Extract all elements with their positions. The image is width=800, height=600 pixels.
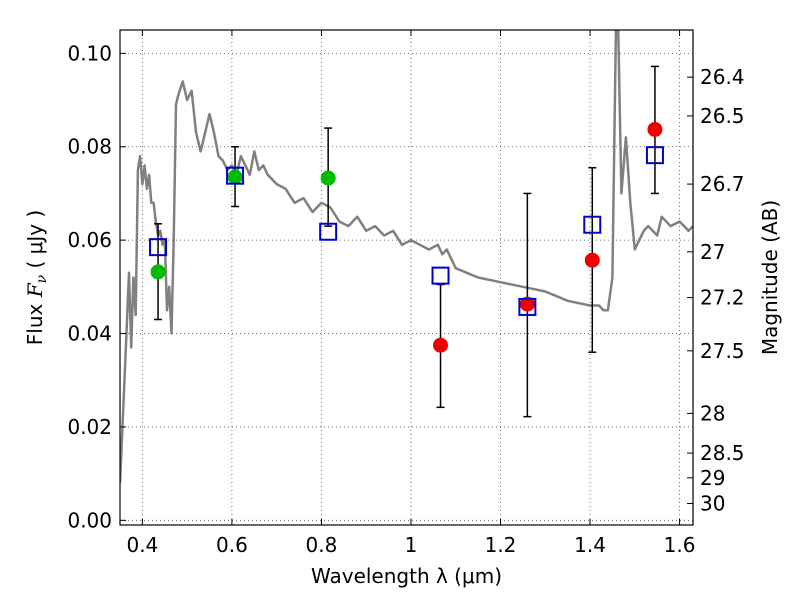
x-tick-label: 1.6	[664, 533, 696, 557]
x-tick-label: 0.8	[306, 533, 338, 557]
y-label-symbol: F	[23, 282, 47, 298]
x-tick-label: 1.4	[574, 533, 606, 557]
y2-tick-label: 29	[700, 466, 725, 490]
grid	[120, 30, 693, 525]
y2-tick-label: 26.5	[700, 104, 745, 128]
axis-ticks: 0.4 0.6 0.8 1 1.2 1.4 1.6 0.00 0.02 0.04 0.06 0.08 0…	[67, 30, 745, 557]
model-photometry-square	[431, 266, 450, 285]
y-tick-label: 0.04	[67, 322, 112, 346]
green-data-point	[320, 170, 336, 186]
model-photometry-square	[226, 166, 245, 185]
y2-tick-label: 27.2	[700, 286, 745, 310]
y2-tick-label: 30	[700, 492, 725, 516]
y-label-prefix: Flux	[23, 297, 47, 345]
y-tick-label: 0.10	[67, 41, 112, 65]
green-data-point	[227, 169, 243, 185]
model-spectrum	[120, 30, 693, 484]
model-photometry-square	[645, 146, 664, 165]
red-data-point	[519, 296, 535, 312]
model-spectrum-line	[120, 30, 693, 484]
y2-tick-label: 26.4	[700, 65, 745, 89]
y2-tick-label: 28	[700, 401, 725, 425]
y2-tick-label: 28.5	[700, 441, 745, 465]
y-axis-label: Flux Fν ( μJy )	[23, 210, 50, 345]
x-tick-label: 1	[405, 533, 418, 557]
red-data-point	[433, 337, 449, 353]
model-photometry-square	[149, 238, 168, 257]
model-photometry-square	[319, 222, 338, 241]
plot-frame	[119, 29, 694, 526]
y2-tick-label: 26.7	[700, 172, 745, 196]
y-tick-label: 0.06	[67, 228, 112, 252]
green-data-point	[150, 264, 166, 280]
y-label-suffix: ( μJy )	[23, 210, 47, 275]
x-axis-label: Wavelength λ (μm)	[311, 564, 502, 588]
red-data-point	[647, 121, 663, 137]
y2-axis-label: Magnitude (AB)	[758, 200, 782, 355]
y-tick-label: 0.00	[67, 508, 112, 532]
y-tick-label: 0.08	[67, 135, 112, 159]
model-photometry-square	[583, 215, 602, 234]
x-tick-label: 0.4	[126, 533, 158, 557]
x-tick-label: 1.2	[485, 533, 517, 557]
red-data-point	[584, 252, 600, 268]
y-label-subscript: ν	[34, 274, 50, 283]
y-tick-label: 0.02	[67, 415, 112, 439]
model-photometry-square	[518, 297, 537, 316]
y2-tick-label: 27.5	[700, 339, 745, 363]
x-tick-label: 0.6	[216, 533, 248, 557]
y2-tick-label: 27	[700, 240, 725, 264]
data-points	[149, 121, 664, 353]
